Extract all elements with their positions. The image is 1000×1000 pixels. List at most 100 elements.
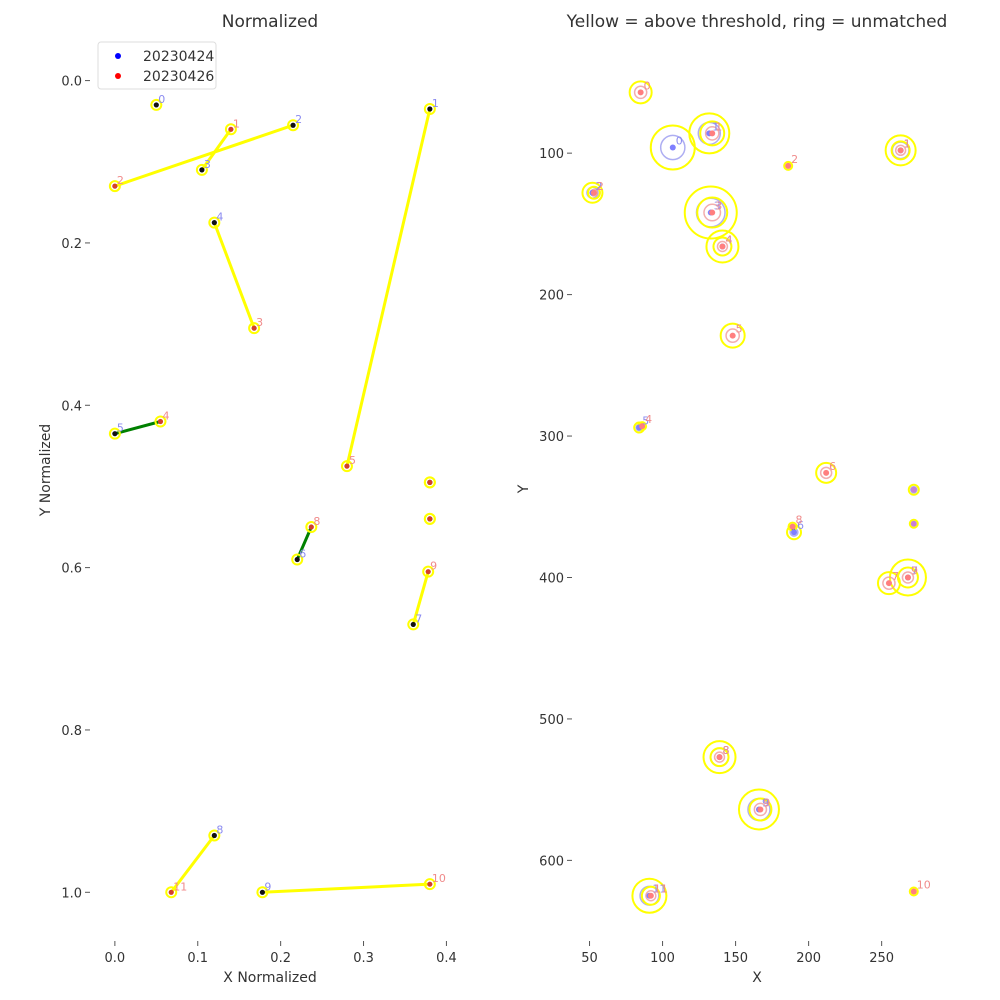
y-tick-label-3: 400 [539,571,564,586]
b-label-10: 8 [796,514,803,527]
b-point-0 [228,126,234,132]
x-tick-label-0: 50 [581,951,598,966]
b-point-4 [590,189,597,196]
a-ring-8 [208,829,221,842]
match-line-3 [212,221,256,330]
a-ring-6 [291,553,304,566]
match-line-6 [411,570,430,626]
a-label-8: 7 [911,564,918,577]
a-point-3 [199,167,205,173]
b-label-7: 10 [432,872,446,885]
b-point-5 [308,524,314,530]
a-ring-4 [208,216,221,229]
b-label-2: 1 [904,137,911,150]
a-label-0: 0 [676,134,683,147]
a-label-2: 1 [904,137,911,150]
left-y-axis-label: Y Normalized [38,424,54,517]
b-threshold-ring-3 [783,160,794,171]
left-x-ticks: 0.0 0.1 0.2 0.3 0.4 [105,941,457,966]
b-label-4: 2 [597,180,604,193]
legend-label-20230426: 20230426 [143,69,214,85]
a-label-10: 9 [762,796,769,809]
a-label-7: 7 [415,612,422,625]
b-point-5 [709,209,716,216]
x-tick-label-0: 0.0 [105,951,126,966]
b-unmatched-ring-5 [703,203,722,222]
b-ring-2 [248,322,261,335]
x-tick-label-3: 0.3 [353,951,374,966]
a-label-1: 1 [712,120,719,133]
a-threshold-ring-9 [702,740,737,775]
right-x-axis-label: X [752,970,762,986]
a-threshold-ring-1 [688,112,731,155]
a-point-0 [669,144,676,151]
y-tick-label-2: 0.4 [61,399,82,414]
a-ring-3 [195,163,208,176]
pixel-chart: Yellow = above threshold, ring = unmatch… [516,12,947,986]
a-point-7 [791,529,798,536]
y-tick-label-4: 500 [539,713,564,728]
b-point-9 [823,469,830,476]
b-label-1: 1 [715,120,722,133]
left-x-axis-label: X Normalized [223,970,316,986]
a-unmatched-ring-0 [659,134,686,161]
b-point-3 [157,418,164,425]
b-threshold-ring-7 [719,322,746,349]
b-point-2 [897,147,904,154]
b-label-0: 1 [233,117,240,130]
a-label-11: 11 [652,883,666,896]
b-ring-9 [423,476,436,489]
b-point-6 [719,243,726,250]
a-label-9: 9 [264,880,271,893]
right-x-ticks: 50 100 150 200 250 [581,941,894,966]
y-tick-label-5: 600 [539,854,564,869]
left-point-labels: 0 1 2 3 4 5 6 7 8 9 1 2 3 4 5 8 9 10 11 [117,93,446,893]
a-label-0: 0 [158,93,165,106]
b-point-1 [709,130,716,137]
b-ring-8 [165,886,178,899]
b-point-10 [427,516,433,522]
left-match-lines [113,107,432,894]
b-ring-4 [340,460,353,473]
normalized-chart: Normalized X Normalized Y Normalized 0 1 2… [38,12,457,986]
left-chart-title: Normalized [222,12,318,32]
a-point-9 [259,889,266,895]
b-threshold-ring-5 [696,196,729,229]
a-point-2 [290,122,296,128]
match-line-7 [169,833,216,894]
a-threshold-ring-12 [907,483,920,496]
a-ring-2 [287,119,300,132]
a-ring-0 [150,98,163,111]
b-label-3: 4 [162,410,169,423]
x-tick-label-2: 0.2 [270,951,291,966]
a-label-4: 3 [714,200,721,213]
b-threshold-ring-1 [699,120,726,147]
b-label-6: 9 [430,560,437,573]
b-threshold-ring-13 [709,747,730,768]
a-label-4: 4 [216,211,223,224]
a-point-0 [153,102,159,108]
a-point-6 [294,556,300,563]
y-tick-label-5: 1.0 [61,886,82,901]
b-label-0: 0 [644,79,651,92]
right-points [589,89,917,899]
b-point-15 [910,888,917,895]
b-ring-3 [154,415,167,428]
b-unmatched-ring-2 [894,144,907,157]
b-point-0 [637,89,644,96]
b-point-4 [344,463,350,469]
right-threshold-rings [581,80,927,914]
a-threshold-ring-10 [737,788,780,831]
a-label-1: 1 [432,97,439,110]
a-point-4 [211,220,217,226]
right-match-lines [638,424,796,533]
b-point-17 [910,520,917,527]
y-tick-label-4: 0.8 [61,724,82,739]
b-point-3 [785,162,792,169]
b-point-7 [729,332,736,339]
b-unmatched-ring-1 [704,126,720,141]
b-point-8 [639,423,646,430]
a-ring-9 [256,886,269,899]
b-unmatched-ring-16 [645,890,657,902]
